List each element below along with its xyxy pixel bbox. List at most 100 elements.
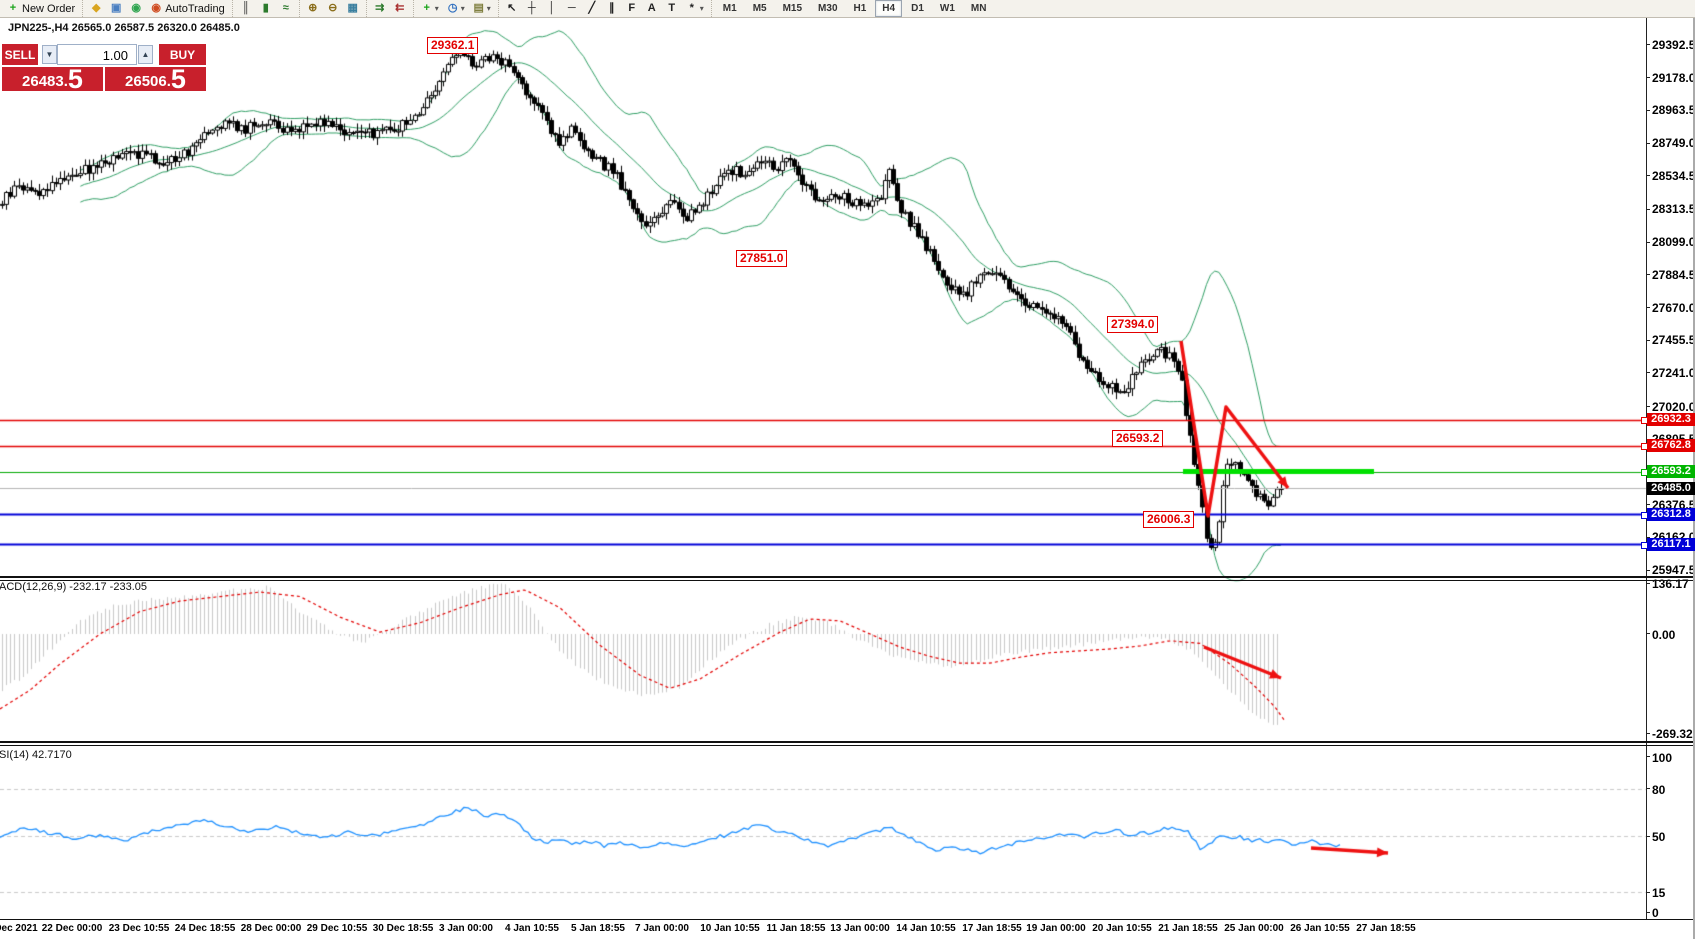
time-label: 30 Dec 18:55 — [372, 923, 434, 934]
buy-button[interactable]: BUY — [159, 44, 206, 65]
time-label: 22 Dec 00:00 — [41, 923, 103, 934]
channel-button[interactable]: ∥ — [602, 0, 622, 17]
metaeditor-button[interactable]: ◆ — [86, 0, 106, 17]
auto-scroll-button[interactable]: ⇉ — [370, 0, 390, 17]
timeframe-m5[interactable]: M5 — [752, 3, 767, 14]
price-tick-mark — [1646, 504, 1650, 506]
price-tick-label: 27241.0 — [1652, 365, 1695, 380]
timeframe-h4[interactable]: H4 — [875, 0, 903, 17]
annotation-29362.1[interactable]: 29362.1 — [427, 37, 479, 54]
trendline-button[interactable]: ╱ — [582, 0, 602, 17]
sell-price-dot: . — [63, 73, 68, 90]
rsi-tick-mark — [1646, 756, 1650, 758]
zoom-in-icon: ⊕ — [308, 2, 318, 14]
zoom-in-button[interactable]: ⊕ — [303, 0, 323, 17]
vertical-line-button[interactable]: │ — [542, 0, 562, 17]
metaeditor-icon: ◆ — [91, 2, 101, 14]
annotation-26006.3[interactable]: 26006.3 — [1143, 511, 1195, 528]
indicators-dropdown-icon[interactable]: ▾ — [434, 4, 439, 13]
price-tick-mark — [1646, 274, 1650, 276]
time-label: 11 Jan 18:55 — [766, 923, 826, 934]
panel-separator-rsi-2 — [0, 744, 1695, 746]
price-tick-mark — [1646, 569, 1650, 571]
buy-price[interactable]: 26506. 5 — [105, 66, 206, 93]
panel-separator-macd[interactable] — [0, 576, 1695, 578]
price-tick-mark — [1646, 77, 1650, 79]
annotation-26593.2[interactable]: 26593.2 — [1112, 430, 1164, 447]
symbol-header: JPN225-,H4 26565.0 26587.5 26320.0 26485… — [8, 22, 240, 34]
navigator-icon: ◉ — [131, 2, 141, 14]
fibonacci-icon: F — [628, 2, 636, 14]
volume-increase-button[interactable]: ▲ — [138, 45, 153, 64]
periods-icon: ◷ — [447, 2, 458, 14]
horizontal-line-button[interactable]: ─ — [562, 0, 582, 17]
rsi-tick-label: 50 — [1652, 830, 1666, 845]
tag-anchor-square — [1641, 417, 1648, 425]
navigator-button[interactable]: ◉ — [126, 0, 146, 17]
timeframe-d1[interactable]: D1 — [911, 3, 924, 14]
chart-shift-icon: ⇇ — [395, 2, 405, 14]
autotrading-button[interactable]: ◉ AutoTrading — [146, 0, 229, 17]
indicators-icon: + — [423, 2, 430, 14]
panel-separator-rsi[interactable] — [0, 741, 1695, 743]
time-label: 4 Jan 10:55 — [505, 923, 559, 934]
toolbar-group: ║ ▮ ≈ — [231, 0, 299, 17]
tile-windows-icon: ▦ — [347, 2, 358, 14]
volume-field[interactable]: 1.00 — [57, 44, 137, 65]
price-tick-label: 28749.0 — [1652, 136, 1695, 151]
sell-price[interactable]: 26483. 5 — [2, 66, 103, 93]
tile-windows-button[interactable]: ▦ — [343, 0, 363, 17]
tag-anchor-square — [1641, 469, 1648, 477]
bar-chart-button[interactable]: ║ — [236, 0, 256, 17]
price-tick-label: 29392.5 — [1652, 37, 1695, 52]
price-tick-mark — [1646, 339, 1650, 341]
periods-dropdown-icon[interactable]: ▾ — [460, 4, 465, 13]
arrows-icon: * — [689, 2, 694, 14]
macd-tick-mark — [1646, 633, 1650, 635]
price-tick-mark — [1646, 536, 1650, 538]
rsi-tick-label: 100 — [1652, 750, 1673, 765]
fibonacci-button[interactable]: F — [622, 0, 642, 17]
timeframe-w1[interactable]: W1 — [939, 3, 955, 14]
indicators-button[interactable]: + ▾ — [417, 0, 443, 17]
zoom-out-button[interactable]: ⊖ — [323, 0, 343, 17]
tag-anchor-square — [1641, 511, 1648, 519]
timeframe-m30[interactable]: M30 — [818, 3, 838, 14]
rsi-tick-mark — [1646, 891, 1650, 893]
chart-shift-button[interactable]: ⇇ — [390, 0, 410, 17]
annotation-27394.0[interactable]: 27394.0 — [1107, 316, 1159, 333]
time-label: 25 Jan 00:00 — [1224, 923, 1284, 934]
bar-chart-icon: ║ — [241, 2, 250, 14]
text-button[interactable]: A — [642, 0, 662, 17]
one-click-trade-panel: SELL ▼ 1.00 ▲ BUY 26483. 5 26506. 5 — [2, 42, 206, 93]
price-tick-label: 25947.5 — [1652, 563, 1695, 577]
arrows-button[interactable]: * ▾ — [682, 0, 708, 17]
crosshair-button[interactable]: ┼ — [522, 0, 542, 17]
terminal-window-button[interactable]: ▣ — [106, 0, 126, 17]
templates-button[interactable]: ▤ ▾ — [469, 0, 495, 17]
cursor-button[interactable]: ↖ — [502, 0, 522, 17]
price-tag-26593.2: 26593.2 — [1641, 465, 1695, 479]
sell-button[interactable]: SELL — [2, 44, 38, 65]
autotrading-label: AutoTrading — [165, 2, 225, 15]
candlestick-chart-button[interactable]: ▮ — [256, 0, 276, 17]
line-chart-button[interactable]: ≈ — [276, 0, 296, 17]
timeframe-h1[interactable]: H1 — [853, 3, 867, 14]
timeframe-m15[interactable]: M15 — [782, 3, 803, 14]
price-tag-26312.8: 26312.8 — [1641, 507, 1695, 521]
templates-dropdown-icon[interactable]: ▾ — [486, 4, 491, 13]
auto-scroll-icon: ⇉ — [375, 2, 385, 14]
price-tick-mark — [1646, 142, 1650, 144]
time-label: 24 Dec 18:55 — [174, 923, 236, 934]
new-order-button[interactable]: + New Order — [3, 0, 79, 17]
timeframe-m1[interactable]: M1 — [722, 3, 737, 14]
timeframe-mn[interactable]: MN — [970, 3, 987, 14]
cursor-icon: ↖ — [507, 2, 517, 14]
periods-button[interactable]: ◷ ▾ — [443, 0, 469, 17]
text-label-button[interactable]: T — [662, 0, 682, 17]
annotation-27851.0[interactable]: 27851.0 — [736, 250, 788, 267]
price-tick-label: 27670.0 — [1652, 300, 1695, 315]
arrows-dropdown-icon[interactable]: ▾ — [699, 4, 704, 13]
volume-decrease-button[interactable]: ▼ — [42, 45, 57, 64]
